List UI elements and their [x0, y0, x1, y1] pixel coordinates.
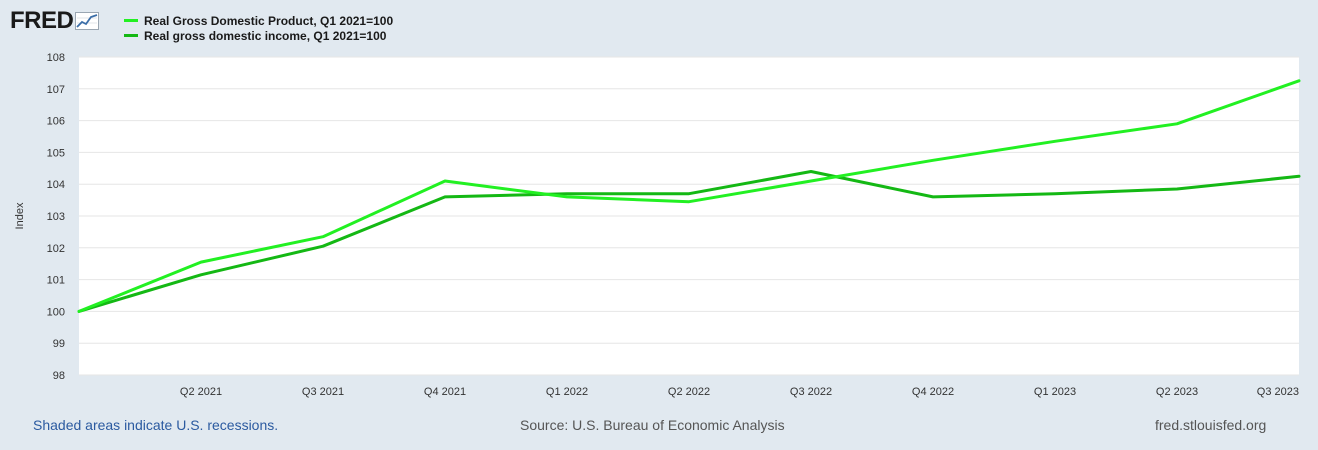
legend-swatch-gdp — [124, 19, 138, 22]
x-tick-label: Q4 2021 — [424, 386, 466, 398]
y-tick-label: 105 — [47, 147, 65, 159]
site-link[interactable]: fred.stlouisfed.org — [1155, 417, 1267, 433]
y-tick-label: 102 — [47, 243, 65, 255]
y-tick-label: 108 — [47, 52, 65, 64]
x-tick-label: Q3 2022 — [790, 386, 832, 398]
legend-item-gdp[interactable]: Real Gross Domestic Product, Q1 2021=100 — [124, 13, 393, 28]
y-axis-label: Index — [14, 202, 26, 229]
trend-chart-icon — [75, 12, 100, 30]
y-tick-label: 107 — [47, 84, 65, 96]
source-note: Source: U.S. Bureau of Economic Analysis — [520, 417, 785, 433]
logo-text: FRED — [10, 7, 74, 34]
chart-legend: Real Gross Domestic Product, Q1 2021=100… — [124, 13, 393, 43]
x-tick-label: Q2 2023 — [1156, 386, 1198, 398]
x-tick-label: Q3 2021 — [302, 386, 344, 398]
y-tick-label: 100 — [47, 306, 65, 318]
y-tick-label: 99 — [53, 338, 65, 350]
x-tick-label: Q4 2022 — [912, 386, 954, 398]
y-tick-label: 98 — [53, 370, 65, 382]
legend-label-gdi: Real gross domestic income, Q1 2021=100 — [144, 28, 387, 43]
line-chart: 98 99 100 101 102 103 104 105 106 107 108 Q2 2021 Q3… — [14, 52, 1301, 398]
series-line-gdi[interactable] — [77, 170, 1301, 313]
x-tick-label: Q1 2022 — [546, 386, 588, 398]
x-tick-label: Q2 2022 — [668, 386, 710, 398]
x-tick-label: Q3 2023 — [1257, 386, 1299, 398]
recession-note[interactable]: Shaded areas indicate U.S. recessions. — [33, 417, 279, 433]
x-tick-label: Q2 2021 — [180, 386, 222, 398]
y-tick-label: 101 — [47, 275, 65, 287]
y-tick-label: 103 — [47, 211, 65, 223]
series-line-gdp[interactable] — [77, 79, 1301, 313]
legend-swatch-gdi — [124, 34, 138, 37]
legend-label-gdp: Real Gross Domestic Product, Q1 2021=100 — [144, 13, 394, 28]
y-tick-label: 104 — [47, 179, 65, 191]
fred-logo[interactable]: FRED — [10, 7, 100, 34]
y-tick-label: 106 — [47, 116, 65, 128]
x-tick-label: Q1 2023 — [1034, 386, 1076, 398]
legend-item-gdi[interactable]: Real gross domestic income, Q1 2021=100 — [124, 28, 393, 43]
